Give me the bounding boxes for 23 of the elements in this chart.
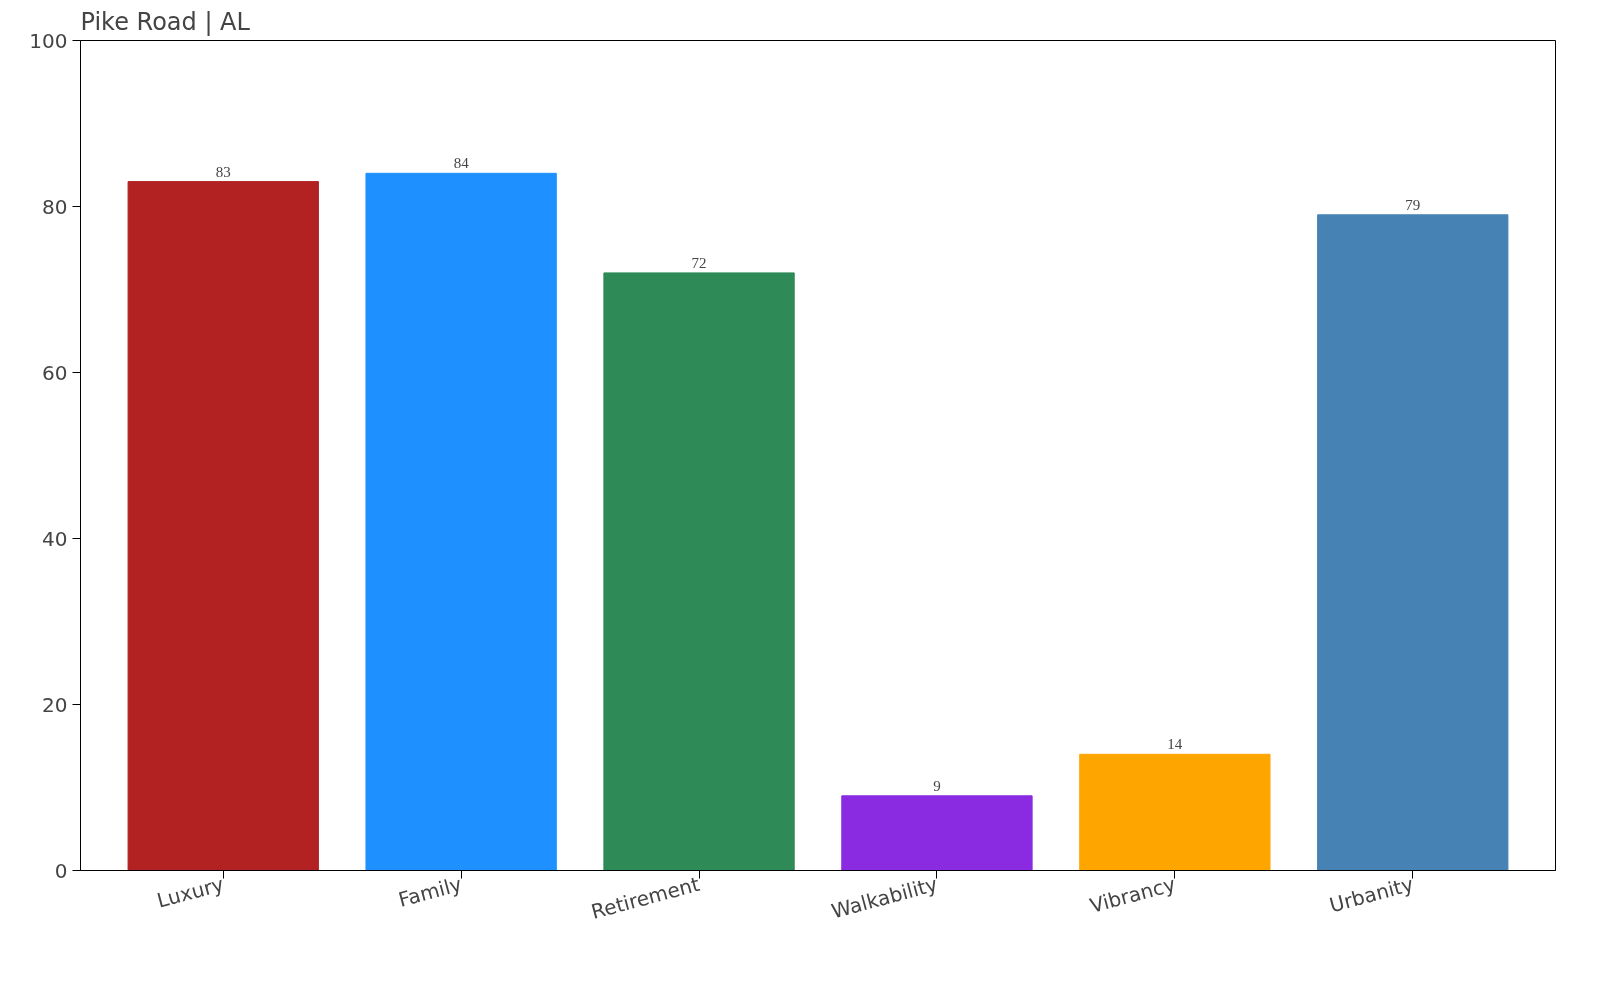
data-label: 14: [1167, 736, 1183, 753]
data-label: 79: [1405, 196, 1421, 213]
x-tick-label: Family: [395, 871, 465, 912]
y-tick-label: 40: [42, 526, 68, 551]
data-label: 9: [933, 777, 941, 794]
chart-title: Pike Road | AL: [80, 7, 251, 36]
bar: [1079, 753, 1271, 871]
y-tick-label: 20: [42, 692, 68, 717]
bar: [365, 172, 557, 871]
y-tick-label: 100: [29, 28, 68, 53]
bar: [603, 272, 795, 871]
bar: [841, 795, 1033, 871]
x-tick-label: Vibrancy: [1087, 871, 1179, 918]
bar: [1317, 214, 1509, 871]
y-tick-label: 60: [42, 360, 68, 385]
data-label: 83: [215, 163, 231, 180]
y-tick-label: 80: [42, 194, 68, 219]
x-tick-label: Urbanity: [1326, 871, 1417, 918]
data-label: 72: [691, 254, 707, 271]
x-tick-label: Luxury: [154, 871, 227, 913]
y-tick-label: 0: [54, 858, 68, 883]
bar: [127, 181, 319, 871]
data-label: 84: [453, 155, 470, 172]
